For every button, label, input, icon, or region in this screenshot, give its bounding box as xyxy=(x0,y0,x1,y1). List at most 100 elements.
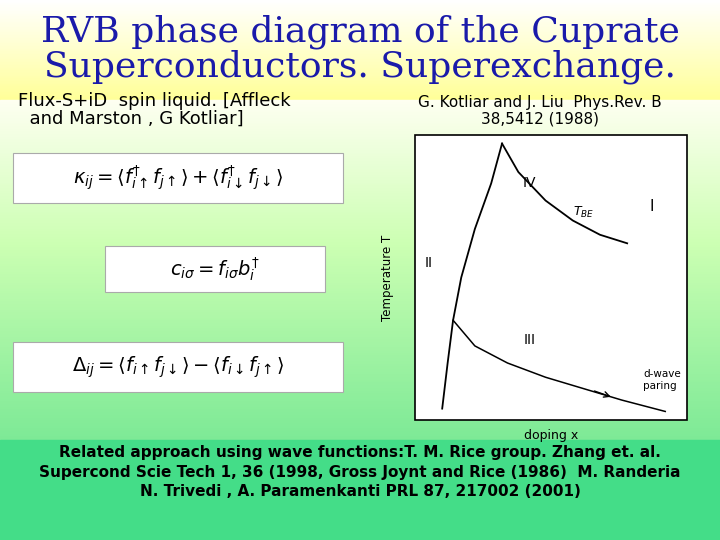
Bar xyxy=(0,394,720,397)
Bar xyxy=(0,497,720,500)
Bar xyxy=(0,500,720,502)
Bar xyxy=(0,375,720,378)
Bar xyxy=(0,240,720,243)
Text: I: I xyxy=(649,199,654,214)
Bar xyxy=(0,513,720,516)
Bar xyxy=(0,284,720,286)
Bar xyxy=(0,521,720,524)
Bar xyxy=(0,273,720,275)
Bar xyxy=(0,537,720,540)
Bar xyxy=(0,340,720,343)
Bar xyxy=(0,94,720,97)
Bar xyxy=(0,327,720,329)
Bar xyxy=(0,251,720,254)
Bar xyxy=(0,532,720,535)
Bar xyxy=(0,43,720,46)
Text: and Marston , G Kotliar]: and Marston , G Kotliar] xyxy=(18,110,243,128)
Bar xyxy=(0,70,720,73)
Bar xyxy=(0,105,720,108)
Bar xyxy=(0,116,720,119)
Bar xyxy=(0,448,720,451)
Bar xyxy=(0,451,720,454)
Text: N. Trivedi , A. Paramenkanti PRL 87, 217002 (2001): N. Trivedi , A. Paramenkanti PRL 87, 217… xyxy=(140,484,580,500)
Bar xyxy=(0,478,720,481)
Bar xyxy=(0,54,720,57)
Bar xyxy=(0,502,720,505)
Bar xyxy=(13,153,343,203)
Bar xyxy=(0,230,720,232)
Bar xyxy=(0,286,720,289)
Bar xyxy=(0,165,720,167)
Bar xyxy=(0,308,720,310)
Bar xyxy=(0,321,720,324)
Bar xyxy=(0,135,720,138)
Bar xyxy=(0,8,720,11)
Bar xyxy=(0,524,720,526)
Bar xyxy=(0,383,720,386)
Bar xyxy=(0,62,720,65)
Bar xyxy=(0,467,720,470)
Bar xyxy=(105,246,325,292)
Bar xyxy=(0,216,720,219)
Text: II: II xyxy=(425,256,433,270)
Bar xyxy=(0,443,720,445)
Bar xyxy=(0,270,720,273)
Bar xyxy=(0,278,720,281)
Bar xyxy=(0,381,720,383)
Text: $\Delta_{ij} = \langle f_{i\uparrow}f_{j\downarrow}\rangle - \langle f_{i\downar: $\Delta_{ij} = \langle f_{i\uparrow}f_{j… xyxy=(72,354,284,380)
Bar xyxy=(0,140,720,143)
Bar xyxy=(0,73,720,76)
Bar xyxy=(0,505,720,508)
Bar xyxy=(0,68,720,70)
Bar xyxy=(0,219,720,221)
Bar xyxy=(0,324,720,327)
Bar xyxy=(0,162,720,165)
Bar xyxy=(0,410,720,413)
Bar xyxy=(0,24,720,27)
Bar xyxy=(0,19,720,22)
Bar xyxy=(0,265,720,267)
Bar xyxy=(0,259,720,262)
Bar xyxy=(0,389,720,392)
Bar xyxy=(0,81,720,84)
Bar xyxy=(0,429,720,432)
Bar xyxy=(0,494,720,497)
Bar xyxy=(0,224,720,227)
Bar xyxy=(0,400,720,402)
Bar xyxy=(0,440,720,443)
Bar xyxy=(0,402,720,405)
Bar xyxy=(0,516,720,518)
Bar xyxy=(0,57,720,59)
Bar xyxy=(0,354,720,356)
Bar xyxy=(0,227,720,229)
Text: $c_{i\sigma} = f_{i\sigma}b^{\dagger}_{i}$: $c_{i\sigma} = f_{i\sigma}b^{\dagger}_{i… xyxy=(170,255,260,283)
Bar xyxy=(0,3,720,5)
Bar xyxy=(0,397,720,400)
Bar xyxy=(0,508,720,510)
Bar xyxy=(0,30,720,32)
Bar xyxy=(0,184,720,186)
Bar xyxy=(0,0,720,3)
Bar xyxy=(0,364,720,367)
Bar xyxy=(0,454,720,456)
Text: III: III xyxy=(523,333,535,347)
Bar xyxy=(0,416,720,418)
Bar xyxy=(0,359,720,362)
Bar xyxy=(0,22,720,24)
Bar xyxy=(0,262,720,265)
Bar xyxy=(0,103,720,105)
Bar xyxy=(0,89,720,92)
Bar xyxy=(0,362,720,364)
Bar xyxy=(0,78,720,81)
Text: Temperature T: Temperature T xyxy=(380,234,394,321)
Bar xyxy=(0,5,720,8)
Bar xyxy=(0,313,720,316)
Bar xyxy=(0,65,720,68)
Bar xyxy=(0,335,720,338)
Bar xyxy=(0,319,720,321)
Bar xyxy=(0,275,720,278)
Bar xyxy=(0,246,720,248)
Bar xyxy=(0,46,720,49)
Bar xyxy=(0,213,720,216)
Bar xyxy=(0,143,720,146)
